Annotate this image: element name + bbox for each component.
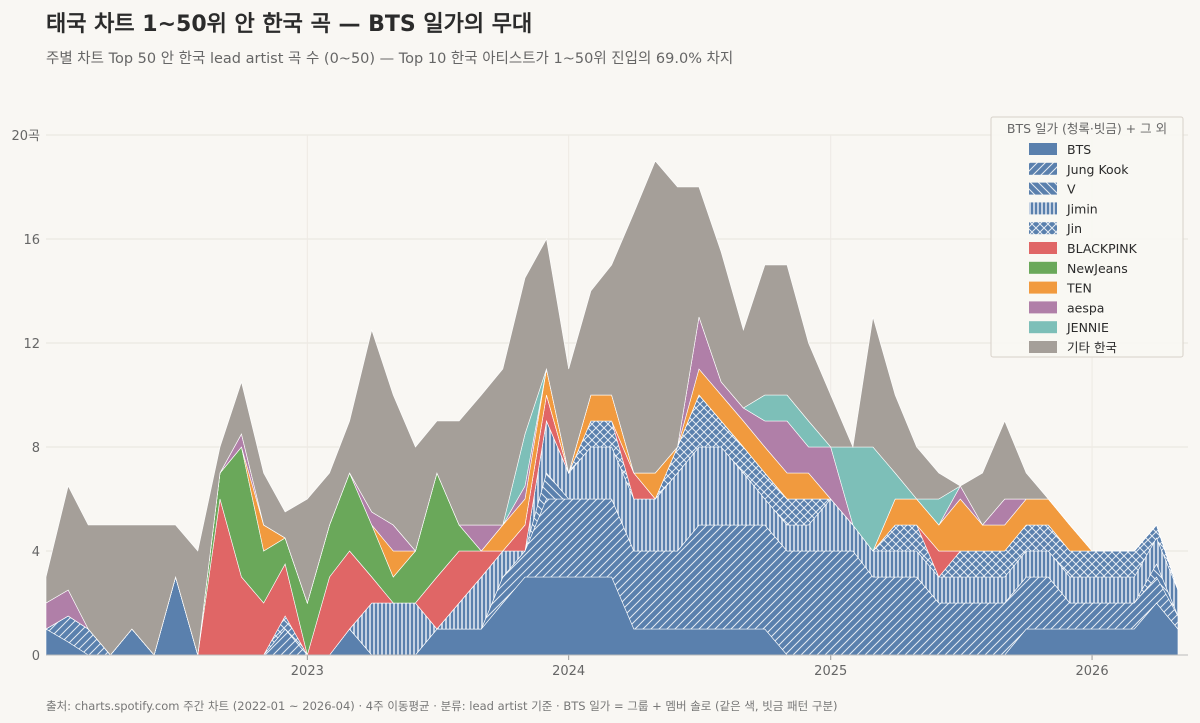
legend-label: BTS: [1067, 142, 1091, 157]
x-tick-label: 2023: [291, 664, 324, 679]
legend-swatch: [1029, 301, 1057, 314]
y-tick-label: 8: [32, 441, 40, 456]
x-tick-label: 2026: [1076, 664, 1109, 679]
legend-label: Jung Kook: [1066, 162, 1129, 177]
legend-swatch: [1029, 281, 1057, 294]
legend-label: Jimin: [1066, 201, 1098, 216]
legend-label: Jin: [1066, 221, 1082, 236]
y-tick-label: 12: [23, 337, 40, 352]
legend-swatch: [1029, 202, 1057, 215]
legend-label: NewJeans: [1067, 261, 1128, 276]
legend-swatch: [1029, 261, 1057, 274]
legend-label: TEN: [1066, 281, 1092, 296]
legend-swatch: [1029, 143, 1057, 155]
legend-label: 기타 한국: [1067, 340, 1117, 355]
area-series: [45, 160, 1179, 657]
legend-label: BLACKPINK: [1067, 241, 1138, 256]
legend: BTS 일가 (청록·빗금) + 그 외 BTS Jung Kook V Jimin Ji…: [990, 116, 1184, 358]
y-tick-label: 4: [32, 545, 40, 560]
legend-swatch: [1029, 182, 1057, 195]
legend-swatch: [1029, 162, 1057, 175]
y-tick-label: 16: [23, 233, 40, 248]
legend-label: JENNIE: [1066, 320, 1109, 335]
x-tick-label: 2025: [814, 664, 847, 679]
x-tick-label: 2024: [552, 664, 585, 679]
legend-label: aespa: [1067, 300, 1104, 315]
axes: 0 4 8 12 16 20곡 2023 2024 2025 2026: [11, 129, 1188, 679]
legend-swatch: [1029, 341, 1057, 353]
chart-title: 태국 차트 1~50위 안 한국 곡 — BTS 일가의 무대: [46, 12, 533, 37]
legend-swatch: [1029, 242, 1057, 254]
chart-subtitle: 주별 차트 Top 50 안 한국 lead artist 곡 수 (0~50)…: [46, 51, 734, 67]
legend-title: BTS 일가 (청록·빗금) + 그 외: [1007, 121, 1167, 136]
legend-swatch: [1029, 321, 1057, 334]
source-note: 출처: charts.spotify.com 주간 차트 (2022-01 ~ …: [46, 699, 838, 713]
area-기타-한국: [45, 160, 1179, 656]
legend-box: [990, 116, 1184, 358]
y-tick-label: 20곡: [11, 129, 40, 144]
legend-swatch: [1029, 222, 1057, 235]
legend-label: V: [1067, 182, 1076, 197]
y-tick-label: 0: [32, 649, 40, 664]
